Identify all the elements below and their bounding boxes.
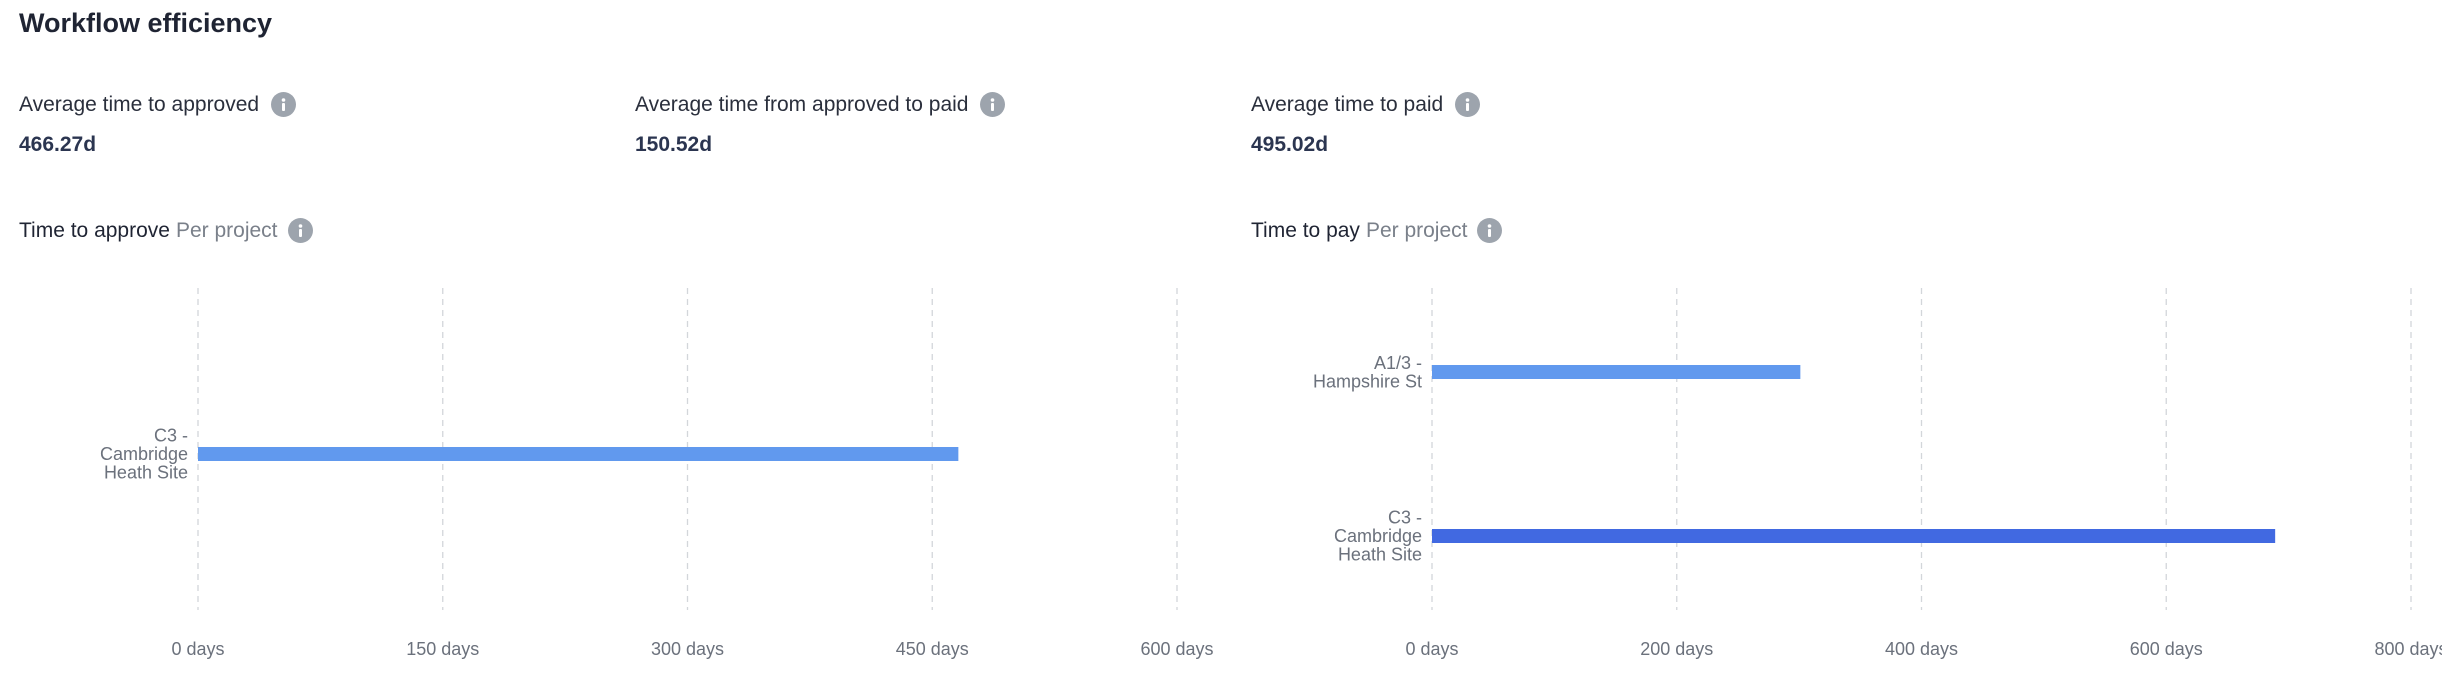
metric-avg-time-approved-to-paid: Average time from approved to paid 150.5… — [635, 92, 1006, 157]
bar[interactable] — [1432, 365, 1801, 379]
x-tick-label: 450 days — [896, 639, 969, 659]
metric-value: 466.27d — [19, 133, 97, 156]
metric-avg-time-to-paid: Average time to paid 495.02d — [1251, 92, 1481, 157]
info-icon[interactable] — [271, 92, 297, 117]
metric-value: 150.52d — [635, 133, 713, 156]
metric-label: Average time to approved — [19, 92, 260, 116]
x-tick-label: 0 days — [1405, 639, 1458, 659]
info-icon[interactable] — [1477, 218, 1503, 243]
chart-title-text: Time to approve — [19, 218, 170, 242]
x-tick-label: 400 days — [1885, 639, 1958, 659]
metric-value: 495.02d — [1251, 133, 1329, 156]
metric-label: Average time from approved to paid — [635, 92, 969, 116]
x-tick-label: 800 days — [2374, 639, 2442, 659]
metric-label: Average time to paid — [1251, 92, 1444, 116]
chart-subtitle: Per project — [1365, 218, 1468, 242]
category-label: A1/3 -Hampshire St — [1313, 353, 1422, 392]
info-icon[interactable] — [287, 218, 313, 243]
section-title: Workflow efficiency — [19, 8, 273, 38]
time-to-approve-chart: 0 days 150 days 300 days 450 days 600 days C3… — [100, 288, 1214, 659]
category-label: C3 -Cambridge Heath Site — [100, 426, 188, 483]
x-tick-label: 0 days — [171, 639, 224, 659]
info-icon[interactable] — [980, 92, 1006, 117]
chart-title-time-to-approve: Time to approve Per project — [19, 218, 313, 243]
chart-title-text: Time to pay — [1251, 218, 1360, 242]
x-tick-label: 600 days — [2130, 639, 2203, 659]
x-tick-label: 300 days — [651, 639, 724, 659]
chart-title-time-to-pay: Time to pay Per project — [1251, 218, 1503, 243]
info-icon[interactable] — [1455, 92, 1481, 117]
bar[interactable] — [1432, 529, 2276, 543]
x-tick-label: 200 days — [1640, 639, 1713, 659]
chart-subtitle: Per project — [175, 218, 278, 242]
x-tick-label: 150 days — [406, 639, 479, 659]
x-tick-label: 600 days — [1140, 639, 1213, 659]
category-label: C3 -Cambridge Heath Site — [1334, 508, 1422, 565]
metric-avg-time-to-approved: Average time to approved 466.27d — [19, 92, 297, 157]
bar[interactable] — [198, 447, 959, 461]
time-to-pay-chart: 0 days 200 days 400 days 600 days 800 days A1… — [1313, 288, 2442, 659]
